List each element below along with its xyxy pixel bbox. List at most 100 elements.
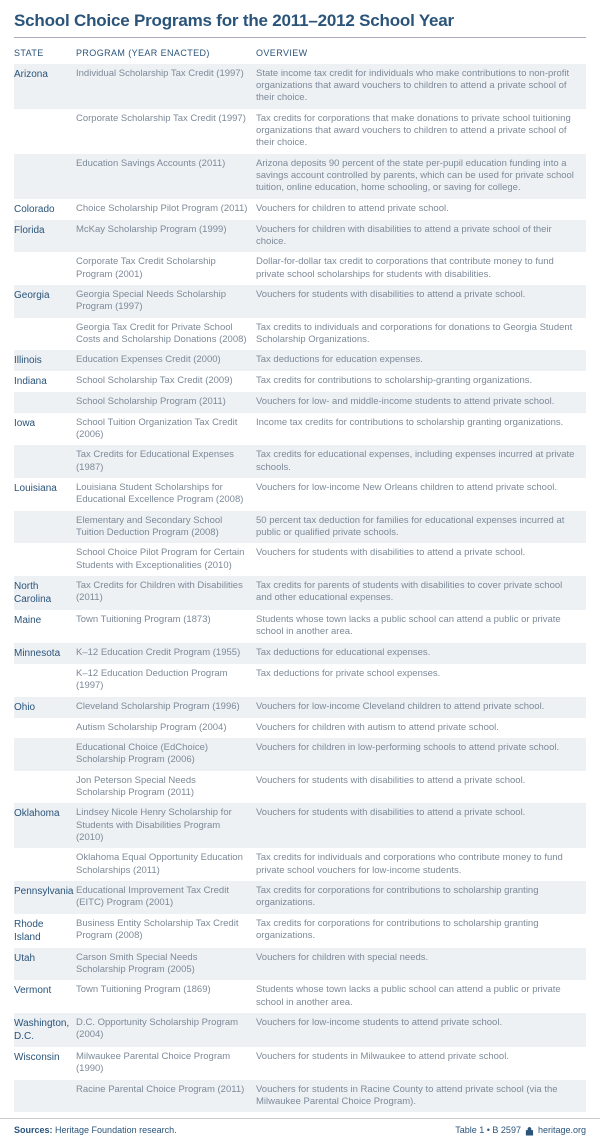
site-url: heritage.org [538, 1125, 586, 1136]
cell-program: K–12 Education Deduction Program (1997) [76, 664, 256, 697]
cell-program: Education Expenses Credit (2000) [76, 350, 256, 371]
cell-program: K–12 Education Credit Program (1955) [76, 643, 256, 664]
table-row: Tax Credits for Educational Expenses (19… [14, 445, 586, 478]
table-row: Corporate Scholarship Tax Credit (1997)T… [14, 109, 586, 154]
table-row: MinnesotaK–12 Education Credit Program (… [14, 643, 586, 664]
cell-overview: Tax credits for educational expenses, in… [256, 445, 586, 478]
cell-overview: Income tax credits for contributions to … [256, 413, 586, 446]
cell-overview: Vouchers for students in Racine County t… [256, 1080, 586, 1113]
cell-program: Town Tuitioning Program (1873) [76, 610, 256, 643]
cell-state [14, 392, 76, 412]
cell-overview: Vouchers for students with disabilities … [256, 543, 586, 576]
cell-program: Tax Credits for Educational Expenses (19… [76, 445, 256, 478]
cell-state [14, 1080, 76, 1113]
sources-text: Heritage Foundation research. [55, 1125, 177, 1135]
cell-program: Educational Improvement Tax Credit (EITC… [76, 881, 256, 914]
table-row: Corporate Tax Credit Scholarship Program… [14, 252, 586, 285]
cell-program: Choice Scholarship Pilot Program (2011) [76, 199, 256, 220]
cell-overview: Dollar-for-dollar tax credit to corporat… [256, 252, 586, 285]
cell-overview: Arizona deposits 90 percent of the state… [256, 154, 586, 199]
cell-overview: Vouchers for low-income students to atte… [256, 1013, 586, 1047]
cell-state: Arizona [14, 64, 76, 109]
cell-overview: Vouchers for low-income Cleveland childr… [256, 697, 586, 718]
cell-state [14, 718, 76, 738]
cell-state [14, 511, 76, 544]
cell-overview: Tax credits for parents of students with… [256, 576, 586, 610]
cell-overview: Vouchers for students with disabilities … [256, 803, 586, 848]
heritage-icon [525, 1127, 534, 1136]
cell-program: Education Savings Accounts (2011) [76, 154, 256, 199]
table-row: IowaSchool Tuition Organization Tax Cred… [14, 413, 586, 446]
cell-state: Utah [14, 948, 76, 981]
cell-state: Georgia [14, 285, 76, 318]
cell-program: Lindsey Nicole Henry Scholarship for Stu… [76, 803, 256, 848]
table-row: IndianaSchool Scholarship Tax Credit (20… [14, 371, 586, 392]
cell-state: Vermont [14, 980, 76, 1013]
header-program: PROGRAM (YEAR ENACTED) [76, 44, 256, 63]
cell-overview: Vouchers for children with disabilities … [256, 220, 586, 253]
cell-program: D.C. Opportunity Scholarship Program (20… [76, 1013, 256, 1047]
cell-program: School Scholarship Program (2011) [76, 392, 256, 412]
cell-program: Racine Parental Choice Program (2011) [76, 1080, 256, 1113]
cell-state [14, 318, 76, 351]
page-title: School Choice Programs for the 2011–2012… [14, 10, 586, 38]
header-state: STATE [14, 44, 76, 63]
cell-program: Individual Scholarship Tax Credit (1997) [76, 64, 256, 109]
table-row: VermontTown Tuitioning Program (1869)Stu… [14, 980, 586, 1013]
table-row: LouisianaLouisiana Student Scholarships … [14, 478, 586, 511]
cell-program: Georgia Tax Credit for Private School Co… [76, 318, 256, 351]
cell-state: Washington, D.C. [14, 1013, 76, 1047]
table-row: Oklahoma Equal Opportunity Education Sch… [14, 848, 586, 881]
sources-label: Sources: [14, 1125, 53, 1135]
cell-state: Florida [14, 220, 76, 253]
table-row: Georgia Tax Credit for Private School Co… [14, 318, 586, 351]
table-row: Racine Parental Choice Program (2011)Vou… [14, 1080, 586, 1113]
table-row: Education Savings Accounts (2011)Arizona… [14, 154, 586, 199]
table-row: WisconsinMilwaukee Parental Choice Progr… [14, 1047, 586, 1080]
cell-program: School Choice Pilot Program for Certain … [76, 543, 256, 576]
cell-state [14, 252, 76, 285]
cell-state: Ohio [14, 697, 76, 718]
table-row: Washington, D.C.D.C. Opportunity Scholar… [14, 1013, 586, 1047]
cell-state: Rhode Island [14, 914, 76, 948]
footer-sources: Sources: Heritage Foundation research. [14, 1125, 177, 1136]
table-row: FloridaMcKay Scholarship Program (1999)V… [14, 220, 586, 253]
cell-program: McKay Scholarship Program (1999) [76, 220, 256, 253]
cell-program: Oklahoma Equal Opportunity Education Sch… [76, 848, 256, 881]
cell-program: Carson Smith Special Needs Scholarship P… [76, 948, 256, 981]
table-row: Jon Peterson Special Needs Scholarship P… [14, 771, 586, 804]
table-row: ColoradoChoice Scholarship Pilot Program… [14, 199, 586, 220]
cell-program: School Tuition Organization Tax Credit (… [76, 413, 256, 446]
footer: Sources: Heritage Foundation research. T… [0, 1119, 600, 1146]
cell-state [14, 543, 76, 576]
cell-state [14, 154, 76, 199]
cell-program: Cleveland Scholarship Program (1996) [76, 697, 256, 718]
cell-overview: Vouchers for children with autism to att… [256, 718, 586, 738]
cell-overview: Tax credits for contributions to scholar… [256, 371, 586, 392]
cell-overview: Students whose town lacks a public schoo… [256, 980, 586, 1013]
cell-program: Elementary and Secondary School Tuition … [76, 511, 256, 544]
table-row: Educational Choice (EdChoice) Scholarshi… [14, 738, 586, 771]
footer-ref: Table 1 • B 2597 heritage.org [455, 1125, 586, 1136]
table-row: OhioCleveland Scholarship Program (1996)… [14, 697, 586, 718]
cell-state: Pennsylvania [14, 881, 76, 914]
table-row: Elementary and Secondary School Tuition … [14, 511, 586, 544]
cell-program: Georgia Special Needs Scholarship Progra… [76, 285, 256, 318]
table-row: Autism Scholarship Program (2004)Voucher… [14, 718, 586, 738]
cell-program: Educational Choice (EdChoice) Scholarshi… [76, 738, 256, 771]
cell-overview: Tax deductions for education expenses. [256, 350, 586, 371]
cell-overview: Tax credits for individuals and corporat… [256, 848, 586, 881]
cell-state [14, 445, 76, 478]
cell-program: Corporate Tax Credit Scholarship Program… [76, 252, 256, 285]
cell-overview: Tax credits for corporations for contrib… [256, 881, 586, 914]
table-row: ArizonaIndividual Scholarship Tax Credit… [14, 64, 586, 109]
table-header-row: STATE PROGRAM (YEAR ENACTED) OVERVIEW [14, 44, 586, 63]
cell-state: Colorado [14, 199, 76, 220]
cell-overview: Vouchers for children with special needs… [256, 948, 586, 981]
table-row: GeorgiaGeorgia Special Needs Scholarship… [14, 285, 586, 318]
header-overview: OVERVIEW [256, 44, 586, 63]
cell-program: Business Entity Scholarship Tax Credit P… [76, 914, 256, 948]
cell-program: Town Tuitioning Program (1869) [76, 980, 256, 1013]
cell-state: Iowa [14, 413, 76, 446]
cell-overview: State income tax credit for individuals … [256, 64, 586, 109]
